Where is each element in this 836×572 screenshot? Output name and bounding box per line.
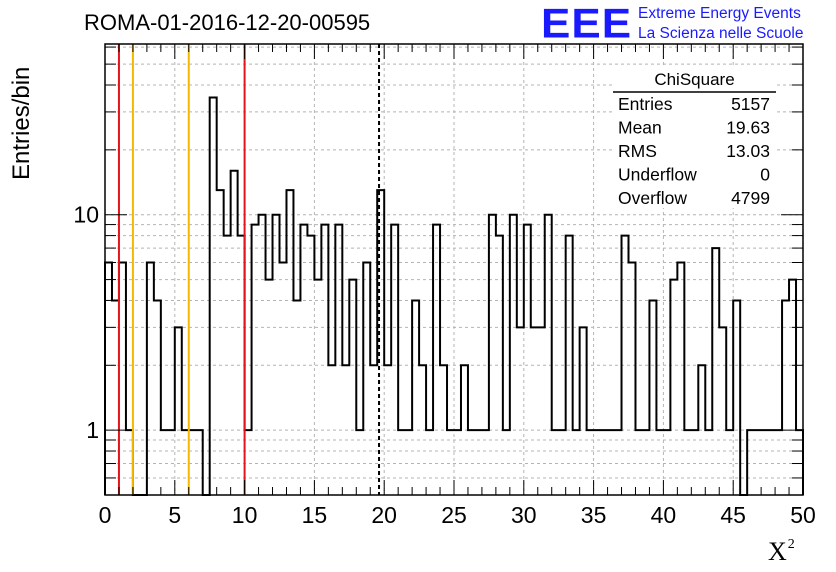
x-tick-label: 25 <box>441 502 467 528</box>
stats-value: 19.63 <box>726 118 770 138</box>
stats-value: 0 <box>760 165 770 185</box>
logo-mark: EEE <box>541 0 633 47</box>
x-tick-label: 45 <box>720 502 746 528</box>
x-tick-label: 30 <box>511 502 537 528</box>
x-tick-label: 50 <box>790 502 816 528</box>
histogram-bars <box>104 96 804 496</box>
eee-logo: EEE Extreme Energy Events La Scienza nel… <box>541 2 821 48</box>
logo-line-1: Extreme Energy Events <box>638 5 801 22</box>
x-axis-label: X2 <box>768 537 795 567</box>
stats-label: Underflow <box>618 165 697 185</box>
stats-label: Overflow <box>618 188 687 208</box>
stats-box: ChiSquare Entries 5157 Mean 19.63 RMS 13.03 Und… <box>613 68 776 208</box>
x-tick-label: 10 <box>232 502 258 528</box>
stats-value: 4799 <box>731 188 770 208</box>
y-tick-label: 1 <box>86 417 99 443</box>
axes: 0 5 10 15 20 25 30 35 40 45 50 1 10 <box>73 43 816 528</box>
x-tick-label: 40 <box>651 502 677 528</box>
x-tick-label: 20 <box>371 502 397 528</box>
marker-lines <box>117 44 381 495</box>
stats-label: Mean <box>618 118 662 138</box>
x-tick-label: 15 <box>302 502 328 528</box>
stats-value: 13.03 <box>726 141 770 161</box>
x-tick-label: 35 <box>581 502 607 528</box>
stats-label: Entries <box>618 94 673 114</box>
stats-value: 5157 <box>731 94 770 114</box>
stats-box-title: ChiSquare <box>654 70 734 89</box>
chart-title: ROMA-01-2016-12-20-00595 <box>84 10 371 35</box>
x-axis-label-sup: 2 <box>787 537 795 552</box>
stats-box-background <box>613 68 776 208</box>
logo-line-2: La Scienza nelle Scuole <box>638 25 804 42</box>
grid-lines <box>105 44 803 495</box>
stats-label: RMS <box>618 141 657 161</box>
x-axis-label-base: X <box>768 537 787 566</box>
y-tick-label: 10 <box>73 202 99 228</box>
x-tick-label: 5 <box>168 502 181 528</box>
x-tick-label: 0 <box>99 502 112 528</box>
histogram-outline <box>104 96 804 496</box>
